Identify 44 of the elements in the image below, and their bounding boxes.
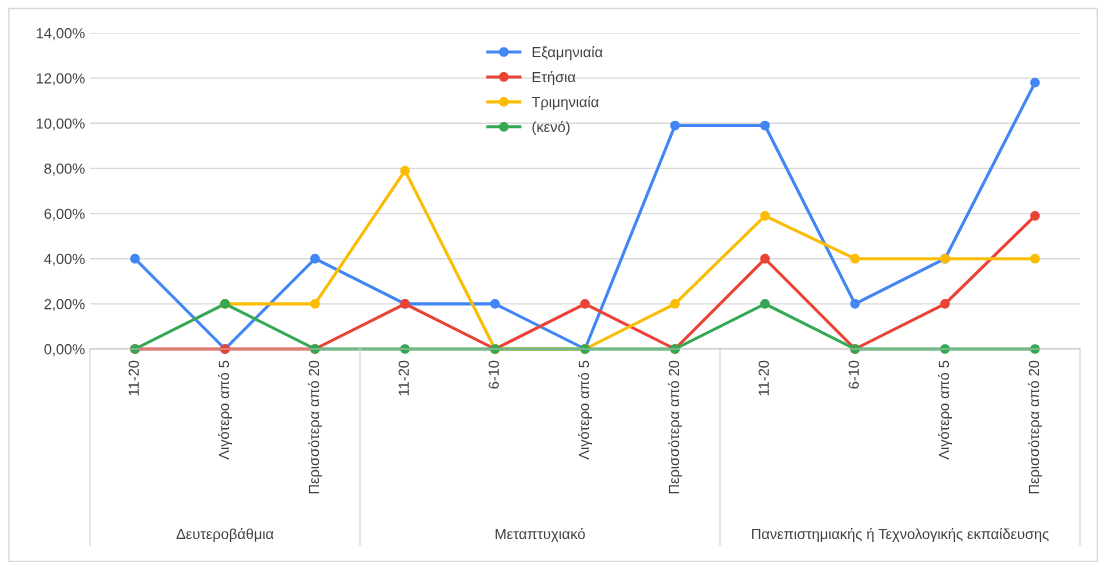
y-tick-label: 14,00%: [36, 28, 85, 41]
point: [490, 298, 500, 309]
legend-label: Ετήσια: [532, 71, 576, 86]
point: [760, 210, 770, 221]
y-tick-label: 0,00%: [44, 344, 85, 357]
x-tick-label: 6-10: [848, 360, 859, 389]
point: [760, 298, 770, 309]
point: [760, 253, 770, 264]
x-tick-label: 6-10: [488, 360, 499, 389]
y-tick-label: 12,00%: [36, 73, 85, 86]
point: [1030, 210, 1040, 221]
x-tick-label: Λιγότερο από 5: [217, 360, 233, 460]
text: Πανεπιστημιακής ή Τεχνολογικής εκπαίδευσης: [752, 527, 1049, 542]
y-tick-label: 10,00%: [36, 118, 85, 131]
text: Δευτεροβάθμια: [176, 527, 274, 543]
point: [850, 253, 860, 264]
point: [310, 298, 320, 309]
point: [1030, 253, 1040, 264]
x-tick-label: Περισσότερα από 20: [1027, 360, 1043, 494]
text: Μεταπτυχιακό: [495, 527, 585, 542]
point: [670, 120, 680, 131]
x-tick-label: Περισσότερα από 20: [667, 360, 683, 494]
legend-label: Εξαμηνιαία: [532, 46, 603, 61]
legend-label: Τριμηνιαία: [531, 96, 599, 111]
point: [940, 298, 950, 309]
legend-label: (κενό): [532, 120, 570, 135]
y-tick-label: 6,00%: [44, 208, 85, 221]
point: [670, 298, 680, 309]
x-tick-label: 11-20: [128, 360, 139, 396]
x-tick-label: Λιγότερο από 5: [937, 360, 953, 460]
y-tick-label: 2,00%: [44, 298, 85, 312]
point: [310, 253, 320, 264]
y-tick-label: 8,00%: [44, 163, 85, 176]
x-tick-label: Λιγότερο από 5: [577, 360, 593, 460]
point: [580, 298, 590, 309]
x-tick-label: 11-20: [398, 360, 409, 396]
y-tick-label: 4,00%: [44, 253, 85, 266]
point: [850, 298, 860, 309]
x-tick-label: Περισσότερα από 20: [307, 360, 323, 494]
point: [1030, 77, 1040, 88]
point: [760, 120, 770, 131]
point: [130, 253, 140, 264]
x-tick-label: 11-20: [758, 360, 769, 396]
point: [400, 165, 410, 176]
